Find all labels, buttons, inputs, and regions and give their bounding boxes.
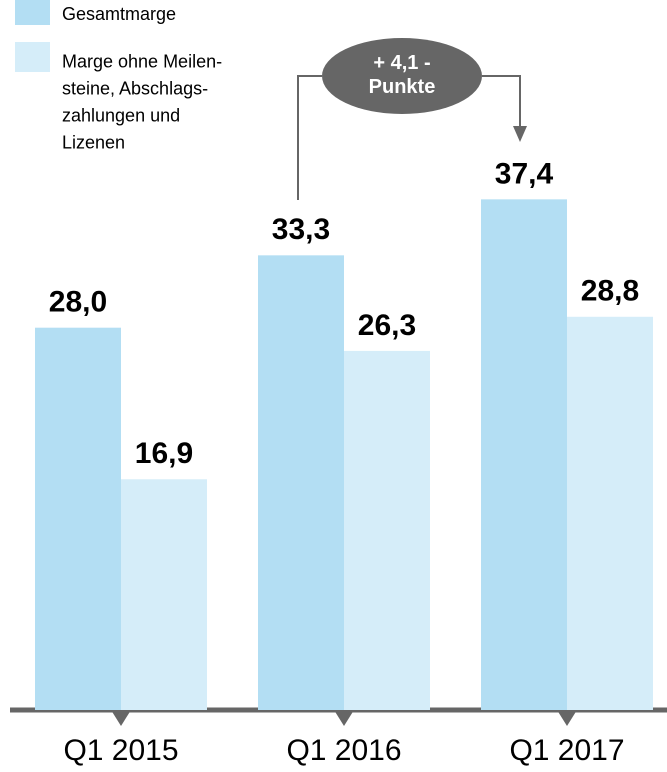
- legend-swatch: [15, 0, 50, 25]
- annotation-connector: [482, 75, 521, 128]
- bar: [481, 199, 567, 710]
- annotation: + 4,1 -Punkte: [369, 52, 436, 98]
- value-label: 28,8: [581, 275, 639, 308]
- value-label: 16,9: [135, 437, 193, 470]
- bar: [344, 350, 430, 710]
- x-tick-label: Q1 2015: [63, 734, 178, 767]
- legend-label: Marge ohne Meilen-steine, Abschlags-zahl…: [62, 51, 222, 152]
- bar: [35, 327, 121, 710]
- value-label: 26,3: [358, 309, 416, 342]
- annotation-arrowhead: [513, 126, 527, 142]
- legend-label: Gesamtmarge: [62, 4, 176, 24]
- bar: [121, 479, 207, 710]
- value-label: 37,4: [495, 157, 554, 190]
- x-tick-label: Q1 2017: [509, 734, 624, 767]
- axis-pointer: [334, 710, 354, 726]
- axis-pointer: [557, 710, 577, 726]
- x-tick-label: Q1 2016: [286, 734, 401, 767]
- annotation-bubble: [322, 38, 482, 114]
- annotation-connector: [297, 75, 322, 200]
- axis-pointer: [111, 710, 131, 726]
- value-label: 28,0: [49, 286, 107, 319]
- bar: [258, 255, 344, 711]
- value-label: 33,3: [272, 213, 330, 246]
- bar: [567, 316, 653, 710]
- legend-swatch: [15, 42, 50, 72]
